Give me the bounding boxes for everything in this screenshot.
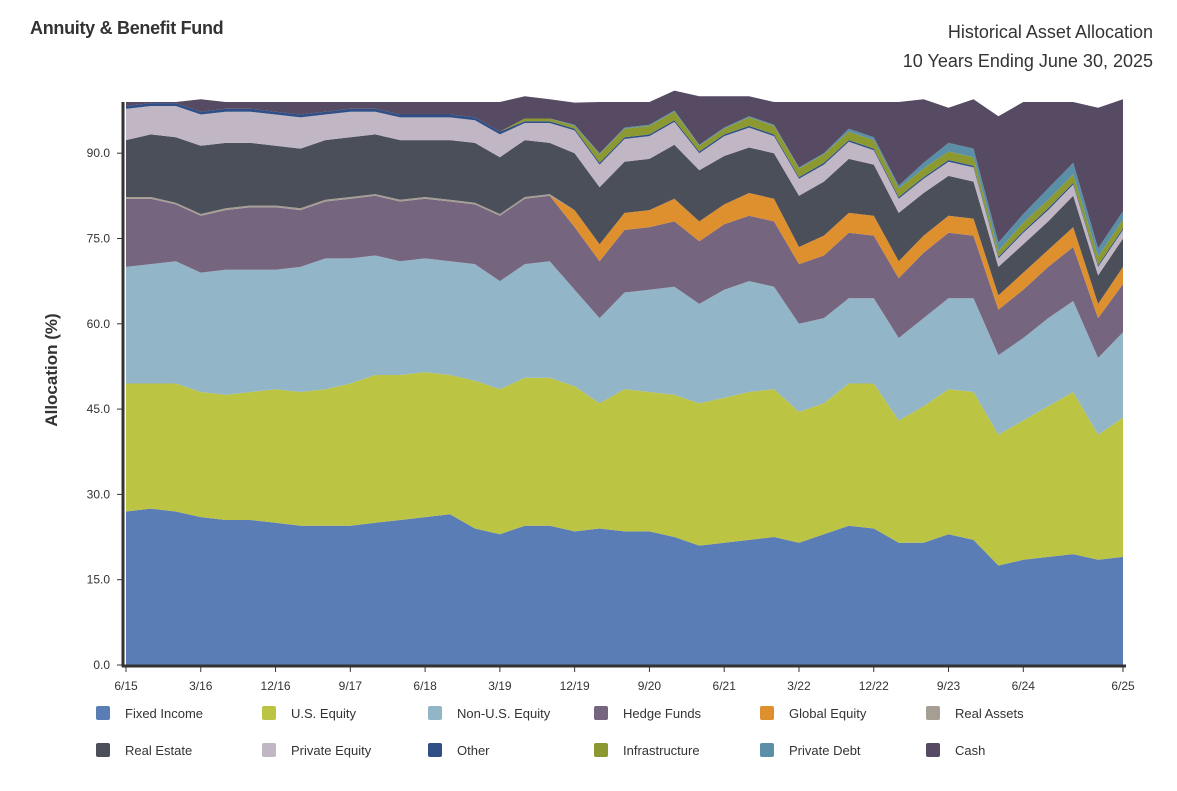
y-tick-label: 60.0 — [87, 317, 111, 331]
legend-swatch — [926, 743, 940, 757]
legend-item: Cash — [926, 741, 1092, 759]
legend-item: U.S. Equity — [262, 704, 428, 722]
report-title: Historical Asset Allocation 10 Years End… — [903, 18, 1153, 76]
y-tick-label: 0.0 — [93, 658, 110, 672]
report-subtitle: 10 Years Ending June 30, 2025 — [902, 51, 1153, 71]
legend-label: Private Debt — [789, 742, 861, 758]
x-tick-label: 9/23 — [937, 679, 961, 693]
legend-item: Other — [428, 741, 594, 759]
area-private-equity — [126, 106, 1123, 276]
legend-label: Non-U.S. Equity — [457, 705, 551, 721]
x-tick-label: 6/18 — [413, 679, 437, 693]
x-tick-label: 6/25 — [1111, 679, 1135, 693]
legend-swatch — [760, 743, 774, 757]
x-tick-label: 3/16 — [189, 679, 213, 693]
legend-swatch — [428, 706, 442, 720]
x-tick-label: 6/24 — [1012, 679, 1036, 693]
x-tick-label: 3/22 — [787, 679, 811, 693]
x-tick-label: 12/22 — [859, 679, 889, 693]
legend-item: Hedge Funds — [594, 704, 760, 722]
legend-label: Other — [457, 742, 490, 758]
y-tick-label: 75.0 — [87, 231, 111, 245]
report-title-line1: Historical Asset Allocation — [947, 22, 1153, 42]
legend-swatch — [96, 706, 110, 720]
axes-group: 0.0 15.0 30.0 45.0 60.0 75.0 90.0 6/15 3/16 12/16… — [87, 102, 1135, 693]
area-fixed-income — [126, 508, 1123, 665]
y-tick-label: 30.0 — [87, 487, 111, 501]
legend-item: Fixed Income — [96, 704, 262, 722]
area-infrastructure — [126, 103, 1123, 266]
area-non-u-s-equity — [126, 255, 1123, 435]
legend: Fixed Income U.S. Equity Non-U.S. Equity He… — [96, 704, 1096, 759]
x-tick-label: 6/15 — [114, 679, 138, 693]
legend-label: Infrastructure — [623, 742, 700, 758]
legend-label: Real Assets — [955, 705, 1024, 721]
area-real-estate — [126, 134, 1123, 304]
area-global-equity — [126, 193, 1123, 319]
legend-swatch — [594, 706, 608, 720]
legend-item: Real Estate — [96, 741, 262, 759]
y-tick-label: 90.0 — [87, 146, 111, 160]
y-tick-label: 15.0 — [87, 573, 111, 587]
fund-name: Annuity & Benefit Fund — [30, 18, 224, 38]
x-tick-label: 12/16 — [261, 679, 291, 693]
legend-label: U.S. Equity — [291, 705, 357, 721]
legend-label: Hedge Funds — [623, 705, 702, 721]
legend-label: Cash — [955, 742, 986, 758]
legend-label: Private Equity — [291, 742, 372, 758]
legend-swatch — [760, 706, 774, 720]
legend-item: Private Debt — [760, 741, 926, 759]
area-hedge-funds — [126, 195, 1123, 358]
legend-label: Real Estate — [125, 742, 193, 758]
legend-item: Infrastructure — [594, 741, 760, 759]
legend-swatch — [926, 706, 940, 720]
y-tick-label: 45.0 — [87, 402, 111, 416]
x-tick-label: 9/17 — [339, 679, 363, 693]
legend-label: Fixed Income — [125, 705, 204, 721]
x-tick-label: 6/21 — [713, 679, 737, 693]
legend-label: Global Equity — [789, 705, 867, 721]
legend-swatch — [96, 743, 110, 757]
legend-swatch — [262, 743, 276, 757]
area-u-s-equity — [126, 372, 1123, 566]
legend-item: Real Assets — [926, 704, 1092, 722]
legend-swatch — [428, 743, 442, 757]
x-tick-label: 12/19 — [560, 679, 590, 693]
legend-item: Global Equity — [760, 704, 926, 722]
x-tick-label: 3/19 — [488, 679, 512, 693]
legend-swatch — [262, 706, 276, 720]
area-cash — [126, 90, 1123, 249]
x-tick-label: 9/20 — [638, 679, 662, 693]
area-series-group — [126, 90, 1123, 665]
legend-item: Private Equity — [262, 741, 428, 759]
y-axis-label: Allocation (%) — [42, 313, 61, 426]
legend-item: Non-U.S. Equity — [428, 704, 594, 722]
legend-swatch — [594, 743, 608, 757]
